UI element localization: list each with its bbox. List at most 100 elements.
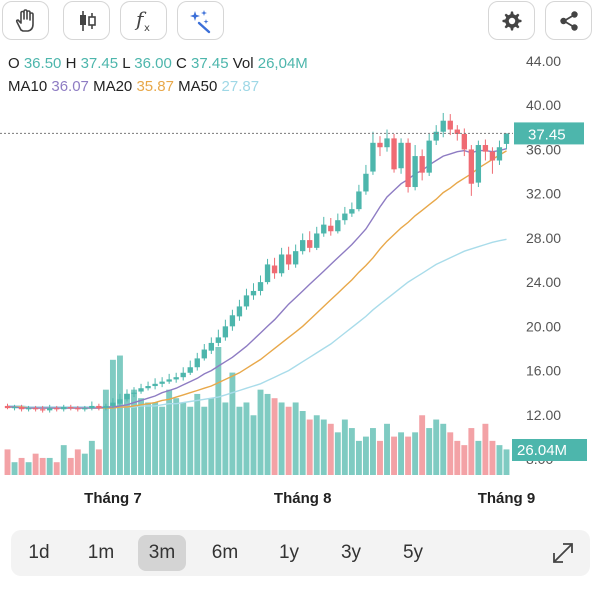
volume-bar — [412, 432, 419, 475]
settings-button[interactable] — [488, 1, 535, 40]
volume-bar — [102, 389, 109, 475]
candle-body — [447, 120, 453, 130]
volume-bar — [334, 432, 341, 475]
volume-bar — [4, 449, 11, 475]
candle-body — [61, 407, 67, 410]
ma50-value: 27.87 — [221, 78, 260, 95]
candle-body — [39, 409, 46, 411]
range-5y-button[interactable]: 5y — [402, 542, 424, 563]
volume-bar — [215, 347, 222, 475]
range-6m-button[interactable]: 6m — [211, 542, 239, 563]
candle-body — [363, 173, 369, 192]
ohlc-legend: O 36.50 H 37.45 L 36.00 C 37.45 Vol 26,0… — [8, 55, 308, 72]
range-1m-button[interactable]: 1m — [87, 542, 115, 563]
volume-bar — [124, 393, 130, 475]
candle-body — [208, 342, 214, 351]
volume-bar — [398, 432, 405, 475]
candle-body — [285, 254, 292, 265]
high-value: 37.45 — [80, 55, 119, 72]
volume-bar — [222, 402, 229, 475]
magic-button[interactable] — [177, 1, 224, 40]
volume-bar — [32, 453, 39, 475]
candle-body — [243, 295, 250, 307]
volume-bar — [67, 457, 74, 475]
range-3y-button[interactable]: 3y — [340, 542, 362, 563]
candle-body — [32, 408, 39, 410]
candle-body — [461, 133, 467, 150]
volume-bar — [159, 406, 166, 475]
candle-body — [222, 326, 229, 338]
candle-body — [468, 149, 475, 184]
candle-body — [426, 140, 432, 173]
volume-label: Vol — [232, 55, 254, 72]
candle-body — [180, 372, 186, 378]
volume-bar — [60, 445, 67, 475]
volume-bar — [391, 436, 397, 475]
volume-bar — [306, 419, 313, 475]
volume-bar — [74, 449, 81, 475]
candle-body — [391, 138, 397, 170]
volume-bar — [377, 440, 383, 475]
share-icon — [559, 10, 578, 31]
volume-bar — [138, 398, 144, 475]
range-1d-button[interactable]: 1d — [28, 542, 50, 563]
indicators-button[interactable]: f x — [120, 1, 167, 40]
function-icon: f x — [134, 7, 150, 34]
low-value: 36.00 — [134, 55, 172, 72]
y-tick-label: 28.00 — [526, 230, 561, 246]
range-1y-button[interactable]: 1y — [278, 542, 300, 563]
candle-body — [257, 282, 264, 291]
candle-body — [321, 224, 327, 234]
volume-bar — [370, 428, 376, 475]
candle-body — [201, 349, 207, 359]
fullscreen-button[interactable] — [548, 538, 578, 573]
volume-bar — [440, 423, 447, 475]
x-tick-label: Tháng 9 — [478, 490, 536, 507]
volume-bar — [327, 423, 334, 475]
ma-legend: MA10 36.07 MA20 35.87 MA50 27.87 — [8, 78, 259, 95]
price-chart[interactable]: 44.00 40.00 36.00 32.00 28.00 24.00 20.00 16.00… — [0, 40, 600, 520]
ma50-line — [7, 238, 507, 408]
draw-tool-button[interactable] — [2, 1, 49, 40]
candlestick-icon — [79, 10, 96, 31]
volume-bar — [166, 389, 173, 475]
volume-bar — [250, 415, 257, 475]
ma10-value: 36.07 — [51, 78, 89, 95]
volume-bar — [503, 449, 510, 475]
volume-bar — [496, 445, 503, 475]
volume-bar — [461, 445, 468, 475]
volume-bar — [271, 398, 278, 475]
volume-bar — [454, 440, 461, 475]
candle-body — [475, 145, 482, 183]
candle-body — [482, 145, 489, 152]
volume-bar — [236, 406, 243, 475]
share-button[interactable] — [545, 1, 592, 40]
range-3m-button[interactable]: 3m — [138, 535, 186, 571]
volume-bar — [285, 406, 292, 475]
volume-bar — [229, 372, 236, 475]
candle-body — [300, 240, 306, 252]
last-price-tag — [514, 122, 584, 145]
volume-bar — [482, 423, 489, 475]
candle-body — [236, 306, 243, 317]
volume-bar — [419, 415, 426, 475]
volume-bar — [131, 389, 137, 475]
low-label: L — [122, 55, 131, 72]
x-tick-label: Tháng 8 — [274, 490, 332, 507]
volume-bar — [278, 402, 285, 475]
open-value: 36.50 — [23, 55, 62, 72]
candle-body — [25, 408, 32, 410]
candle-body — [4, 405, 11, 409]
candle-body — [489, 151, 496, 161]
volume-bar — [187, 406, 194, 475]
volume-bar — [194, 393, 201, 475]
volume-bar — [11, 462, 18, 475]
volume-bar — [264, 393, 271, 475]
candle-body — [173, 377, 179, 380]
volume-bar — [81, 453, 88, 475]
chart-type-button[interactable] — [63, 1, 110, 40]
volume-bar — [405, 436, 412, 475]
candle-body — [152, 383, 158, 387]
volume-value: 26,04M — [257, 55, 308, 72]
candle-body — [433, 131, 439, 141]
